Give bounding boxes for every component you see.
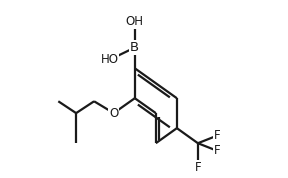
- Text: OH: OH: [126, 15, 144, 28]
- Text: F: F: [214, 144, 220, 157]
- Text: F: F: [195, 161, 201, 174]
- Text: B: B: [130, 41, 139, 54]
- Text: F: F: [214, 129, 220, 142]
- Text: HO: HO: [101, 53, 118, 66]
- Text: O: O: [109, 107, 118, 120]
